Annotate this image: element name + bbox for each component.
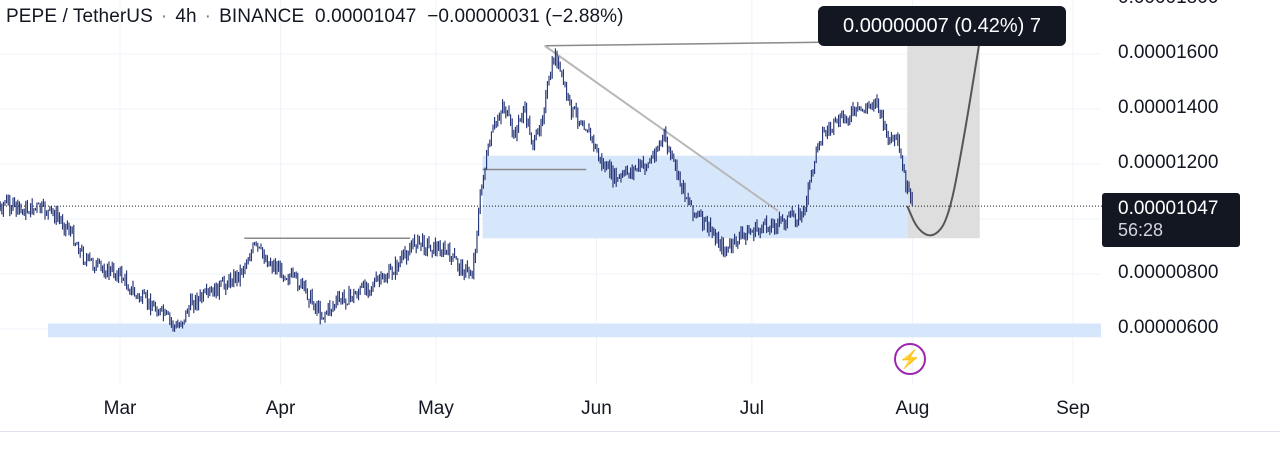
- symbol-name[interactable]: PEPE / TetherUS: [6, 6, 153, 27]
- zone-1: [482, 155, 908, 239]
- current-price-value: 0.00001047: [1118, 198, 1219, 219]
- price-series: [0, 48, 913, 332]
- x-tick-label: Jul: [739, 398, 765, 419]
- x-tick-label: Sep: [1056, 398, 1090, 419]
- lightning-bolt-icon[interactable]: ⚡: [894, 343, 926, 375]
- y-tick-label: 0.00001600: [1118, 42, 1219, 63]
- x-tick-label: Apr: [265, 398, 296, 419]
- trend-lines: [244, 39, 980, 239]
- trendline-1: [544, 44, 779, 212]
- y-tick-label: 0.00001800: [1118, 0, 1218, 9]
- projection-box: [907, 40, 980, 239]
- y-tick-label: 0.00000800: [1118, 262, 1219, 283]
- x-tick-label: Mar: [103, 398, 137, 419]
- projection-curve: [906, 40, 981, 237]
- current-price-label: 0.00001047 56:28: [1102, 193, 1240, 247]
- y-tick-label: 0.00000600: [1118, 317, 1219, 338]
- last-price: 0.00001047: [315, 6, 417, 27]
- y-tick-label: 0.00001400: [1118, 97, 1219, 118]
- y-tick-label: 0.00001200: [1118, 152, 1219, 173]
- price-change: −0.00000031 (−2.88%): [427, 6, 624, 27]
- x-tick-label: Jun: [581, 398, 612, 419]
- projection-rect: [907, 40, 980, 239]
- axis-divider: [0, 431, 1280, 432]
- candle-countdown: 56:28: [1118, 220, 1164, 240]
- interval-label[interactable]: 4h: [175, 6, 197, 27]
- x-tick-label: May: [417, 398, 454, 419]
- x-tick-label: Aug: [895, 398, 930, 419]
- exchange-label: BINANCE: [219, 6, 305, 27]
- chart-header: PEPE / TetherUS · 4h · BINANCE 0.00001047 −0…: [6, 6, 624, 27]
- measure-tooltip: 0.00000007 (0.42%) 7: [818, 6, 1066, 46]
- zone-0: [48, 323, 1101, 338]
